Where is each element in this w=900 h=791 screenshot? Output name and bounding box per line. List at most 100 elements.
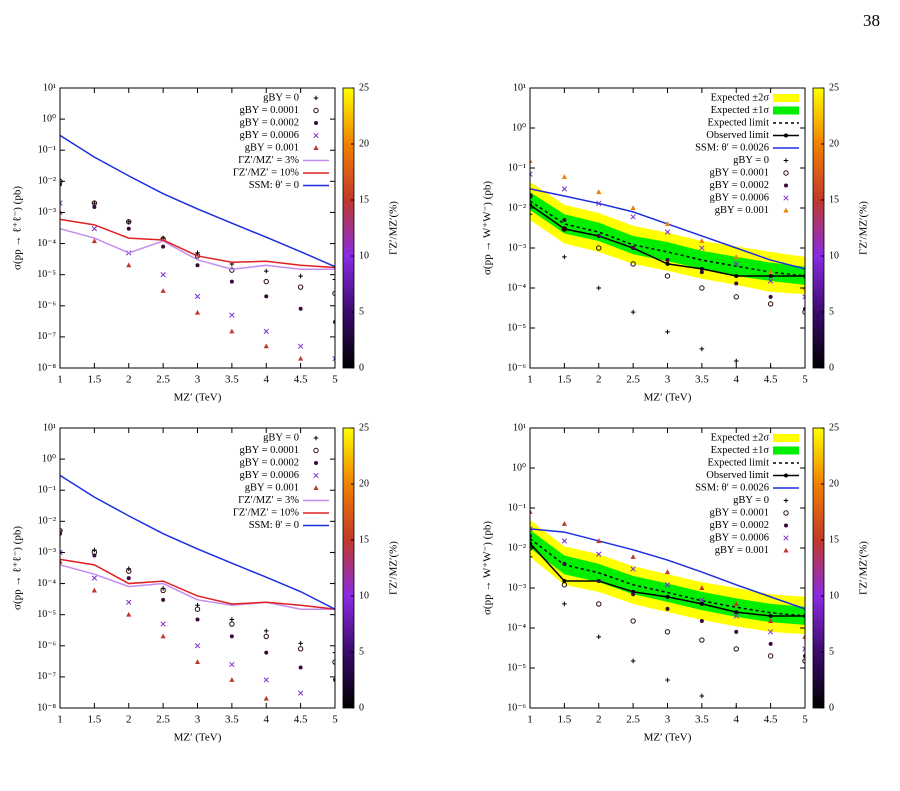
marker [734, 273, 739, 278]
marker [229, 617, 235, 622]
marker [699, 585, 705, 590]
legend-label: ΓZ′/MZ′ = 10% [233, 167, 299, 178]
line [530, 538, 805, 617]
marker [802, 294, 805, 300]
colorbar-tick-label: 10 [829, 250, 839, 261]
marker [263, 268, 269, 274]
colorbar-tick-label: 15 [359, 534, 369, 545]
legend-swatch [313, 447, 319, 454]
marker [298, 306, 303, 311]
marker [699, 270, 704, 275]
colorbar-tick-label: 25 [829, 82, 839, 93]
x-axis-label: MZ′ (TeV) [174, 732, 222, 744]
marker [298, 273, 303, 279]
y-tick-label: 10⁻¹ [38, 485, 56, 496]
marker [562, 254, 567, 260]
x-tick-label: 1 [57, 714, 63, 726]
marker [263, 695, 269, 701]
marker [664, 629, 671, 635]
x-tick-label: 4.5 [294, 714, 308, 726]
x-tick-label: 2 [596, 714, 602, 726]
x-tick-label: 4 [264, 714, 270, 726]
y-tick-label: 10⁰ [512, 122, 526, 133]
legend-swatch [314, 461, 318, 465]
y-tick-label: 10¹ [43, 82, 56, 93]
colorbar-tick-label: 5 [829, 646, 834, 657]
x-tick-label: 1 [527, 714, 533, 726]
colorbar-label: ΓZ′/MZ′(%) [858, 201, 870, 255]
marker [768, 269, 774, 275]
legend-label: ΓZ′/MZ′ = 3% [238, 155, 299, 166]
colorbar-tick-label: 20 [829, 138, 839, 149]
y-tick-label: 10⁻⁴ [507, 622, 526, 633]
marker [768, 294, 773, 299]
legend-label: gBY = 0 [733, 155, 769, 166]
x-tick-label: 2 [126, 714, 132, 726]
marker [263, 677, 269, 683]
marker [91, 587, 97, 593]
marker [664, 221, 671, 226]
marker [665, 677, 670, 683]
marker [733, 294, 739, 300]
colorbar-tick-label: 10 [359, 590, 369, 601]
marker [630, 309, 636, 315]
colorbar [342, 87, 355, 369]
x-tick-label: 2.5 [626, 714, 640, 726]
marker [767, 301, 774, 307]
x-axis-label: MZ′ (TeV) [174, 392, 222, 404]
marker [229, 634, 234, 639]
colorbar-tick-label: 0 [829, 362, 834, 373]
legend-swatch [313, 145, 319, 150]
x-tick-label: 5 [332, 714, 338, 726]
y-tick-label: 10¹ [513, 82, 526, 93]
marker [664, 273, 671, 279]
marker [195, 617, 200, 622]
colorbar-label: ΓZ′/MZ′(%) [388, 541, 400, 595]
marker [561, 174, 567, 179]
legend-label: SSM: θ′ = 0 [249, 180, 299, 191]
marker [530, 193, 533, 199]
y-tick-label: 10⁻² [508, 202, 526, 213]
marker [92, 553, 97, 558]
marker [60, 528, 63, 533]
marker [229, 328, 235, 334]
marker [126, 219, 132, 225]
marker [596, 233, 601, 238]
x-tick-label: 2 [596, 374, 602, 386]
legend-label: Observed limit [706, 470, 769, 481]
legend-label: gBY = 0.0006 [240, 130, 300, 141]
marker [699, 637, 705, 643]
marker [699, 693, 705, 699]
marker [160, 633, 166, 639]
marker [194, 293, 201, 300]
marker [264, 294, 269, 299]
colorbar-tick-label: 0 [829, 702, 834, 713]
y-tick-label: 10⁻³ [508, 242, 526, 253]
x-tick-label: 3.5 [695, 374, 709, 386]
marker [160, 621, 166, 627]
legend-swatch [783, 535, 789, 541]
x-tick-label: 4 [734, 714, 740, 726]
y-tick-label: 10¹ [513, 422, 526, 433]
marker [596, 538, 602, 543]
marker [92, 200, 97, 206]
chart: 1 1.5 2 2.5 3 3.5 4 4.5 5 10⁻⁸ 10⁻⁷ 10⁻⁶ 10⁻⁵ 10⁻⁴ 10⁻… [12, 422, 400, 743]
legend-label: gBY = 0.0001 [240, 105, 300, 116]
marker [195, 263, 200, 268]
marker [561, 582, 568, 588]
marker [91, 238, 97, 244]
y-axis-label: σ(pp → ℓ⁺ℓ⁻) (pb) [12, 526, 24, 610]
chart: 1 1.5 2 2.5 3 3.5 4 4.5 5 10⁻⁸ 10⁻⁷ 10⁻⁶ 10⁻⁵ 10⁻⁴ 10⁻… [12, 82, 400, 403]
marker [194, 309, 201, 315]
marker [664, 569, 671, 575]
marker [630, 205, 636, 210]
legend-label: Expected ±1σ [711, 105, 770, 116]
marker [194, 643, 201, 649]
legend-swatch [313, 472, 319, 479]
colorbar-label: ΓZ′/MZ′(%) [858, 541, 870, 595]
marker [297, 284, 304, 290]
marker [92, 204, 97, 209]
legend-swatch [783, 498, 789, 503]
y-tick-label: 10⁻³ [508, 582, 526, 593]
marker [767, 278, 774, 284]
